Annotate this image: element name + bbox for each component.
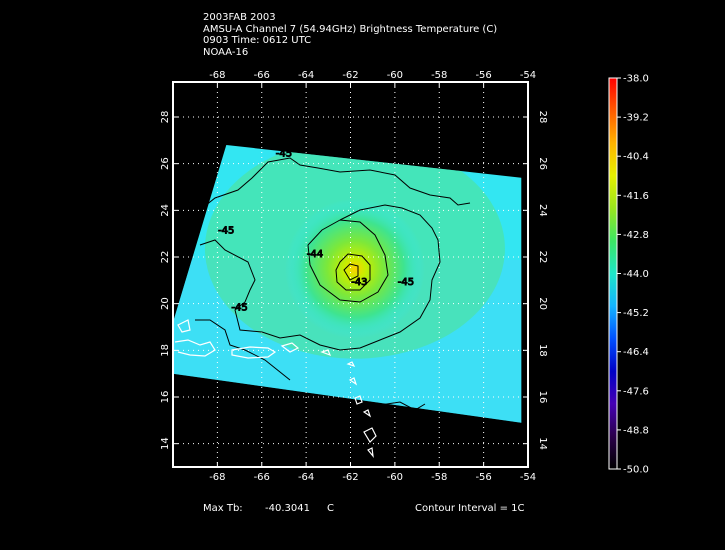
lon-tick-label-top: -60: [387, 70, 403, 81]
max-tb-label: Max Tb:: [203, 503, 243, 514]
colorbar-tick-label: -45.2: [623, 308, 649, 319]
temperature-contours: -45 -45 -45 -45 -44 -43: [195, 148, 471, 411]
lat-tick-label-left: 22: [160, 251, 171, 264]
lon-tick-label-bottom: -58: [431, 472, 447, 483]
lat-tick-label-left: 14: [160, 437, 171, 450]
lon-tick-label-top: -56: [475, 70, 491, 81]
header-channel-line: AMSU-A Channel 7 (54.94GHz) Brightness T…: [203, 23, 498, 35]
contour-line: [195, 319, 291, 381]
coastline-segment: [231, 346, 277, 359]
colorbar-strip: [609, 78, 617, 469]
contour-label: -45: [398, 277, 414, 288]
coastline-segment: [280, 342, 300, 353]
map-frame: -68 -68 -66 -66 -64 -64 -62 -62 -60 -60 -58 -58 -56 -…: [160, 70, 548, 483]
lon-tick-label-top: -68: [209, 70, 225, 81]
contour-line: [335, 253, 371, 291]
lat-tick-label-right: 28: [537, 111, 548, 124]
lat-tick-label-left: 18: [160, 344, 171, 357]
lon-tick-label-bottom: -62: [342, 472, 358, 483]
lon-tick-label-bottom: -68: [209, 472, 225, 483]
lon-tick-label-bottom: -60: [387, 472, 403, 483]
coastline-segment: [177, 319, 191, 333]
coastlines: [174, 319, 377, 458]
header-storm-line: 2003FAB 2003: [203, 12, 276, 23]
lon-tick-label-bottom: -66: [254, 472, 270, 483]
contour-label: -45: [218, 226, 234, 237]
lon-tick-label-top: -54: [520, 70, 536, 81]
coastline-segment: [367, 447, 374, 458]
lat-tick-label-right: 20: [537, 297, 548, 310]
coastline-segment: [362, 409, 372, 418]
colorbar-tick-label: -48.8: [623, 425, 649, 436]
lat-tick-label-right: 26: [537, 157, 548, 170]
colorbar-tick-label: -50.0: [623, 465, 649, 476]
lon-tick-label-top: -64: [298, 70, 314, 81]
contour-line: [379, 401, 426, 411]
contour-line: [204, 157, 471, 207]
lat-tick-label-right: 14: [537, 437, 548, 450]
colorbar-tick-label: -44.0: [623, 269, 649, 280]
lat-tick-label-left: 26: [160, 157, 171, 170]
lon-tick-label-bottom: -54: [520, 472, 536, 483]
lat-tick-label-left: 24: [160, 204, 171, 217]
header-satellite-line: NOAA-16: [203, 46, 249, 58]
contour-label: -45: [231, 303, 247, 314]
coastline-segment: [363, 427, 377, 443]
colorbar-tick-label: -39.2: [623, 113, 649, 124]
figure-header: 2003FAB 2003 AMSU-A Channel 7 (54.94GHz)…: [203, 12, 497, 58]
coastline-segment: [174, 339, 216, 357]
contour-label: -44: [307, 249, 323, 260]
lat-lon-grid: [173, 82, 528, 467]
lat-tick-label-left: 28: [160, 111, 171, 124]
colorbar-tick-label: -42.8: [623, 230, 649, 241]
lat-tick-label-left: 16: [160, 391, 171, 404]
contour-label: -45: [276, 149, 292, 160]
lon-tick-label-top: -62: [342, 70, 358, 81]
colorbar-tick-label: -40.4: [623, 152, 649, 163]
colorbar: -38.0 -39.2 -40.4 -41.6 -42.8 -44.0 -45.2 -46.4…: [608, 74, 649, 476]
colorbar-tick-label: -41.6: [623, 191, 649, 202]
max-tb-unit: C: [327, 503, 334, 514]
colorbar-tick-label: -47.6: [623, 386, 649, 397]
contour-line: [307, 219, 389, 303]
lon-tick-label-bottom: -64: [298, 472, 314, 483]
colorbar-tick-label: -38.0: [623, 74, 649, 85]
max-tb-value: -40.3041: [265, 503, 310, 514]
coastline-segment: [348, 377, 358, 386]
swath-field: [173, 145, 522, 423]
lat-tick-label-left: 20: [160, 297, 171, 310]
contour-line: [343, 263, 359, 281]
coastline-segment: [354, 395, 363, 405]
contour-label: -43: [351, 277, 367, 288]
contour-line: [199, 204, 441, 351]
contour-interval: Contour Interval = 1C: [415, 503, 525, 514]
colorbar-tick-label: -46.4: [623, 347, 649, 358]
coastline-segment: [346, 361, 356, 368]
lat-tick-label-right: 22: [537, 251, 548, 264]
lon-tick-label-bottom: -56: [475, 472, 491, 483]
lon-tick-label-top: -66: [254, 70, 270, 81]
lat-tick-label-right: 24: [537, 204, 548, 217]
lon-tick-label-top: -58: [431, 70, 447, 81]
warm-core: [284, 198, 425, 339]
lat-tick-label-right: 18: [537, 344, 548, 357]
lat-tick-label-right: 16: [537, 391, 548, 404]
coastline-segment: [320, 349, 332, 357]
header-time-line: 0903 Time: 0612 UTC: [203, 35, 312, 46]
